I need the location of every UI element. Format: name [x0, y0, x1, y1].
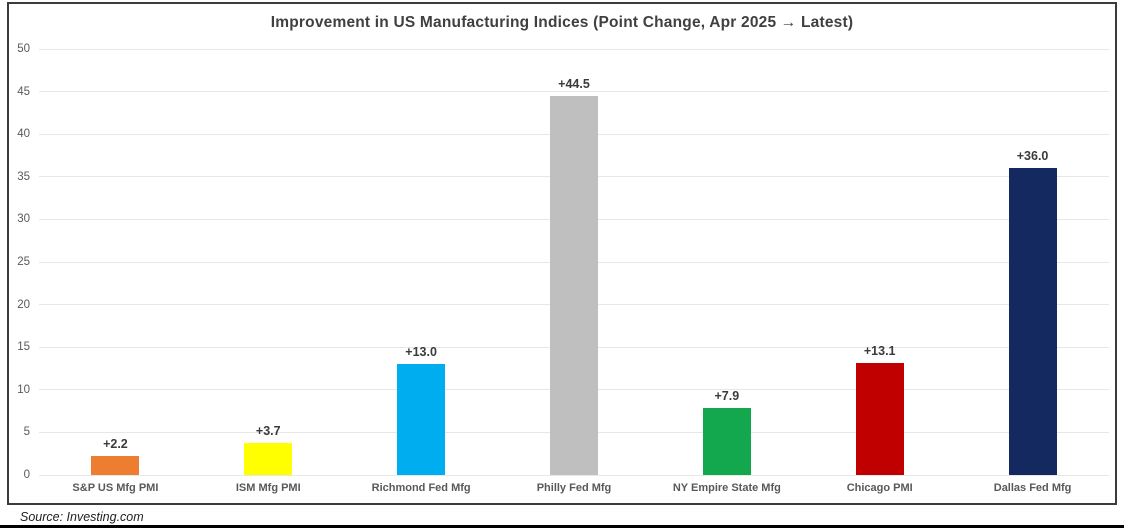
bottom-divider — [0, 525, 1124, 528]
plot-area: 0 5 10 15 20 25 30 35 40 45 50 +2.2 S&P US Mfg PMI +3… — [17, 43, 1109, 494]
y-tick-label: 0 — [23, 469, 30, 481]
bar — [91, 456, 140, 475]
y-tick-label: 40 — [17, 128, 30, 141]
bar — [397, 364, 446, 475]
y-tick-label: 20 — [17, 298, 30, 311]
bar — [549, 95, 598, 475]
y-tick-label: 10 — [17, 383, 30, 396]
bar-group: +44.5 Philly Fed Mfg — [498, 49, 651, 494]
gridline — [39, 48, 1109, 50]
bar-group: +13.1 Chicago PMI — [803, 49, 956, 494]
bar — [702, 407, 751, 475]
chart-title: Improvement in US Manufacturing Indices … — [270, 14, 854, 31]
x-category-label: NY Empire State Mfg — [672, 482, 781, 494]
gridline — [39, 91, 1109, 93]
bar — [1008, 168, 1057, 475]
y-tick-label: 30 — [17, 213, 30, 226]
y-tick-label: 35 — [17, 170, 30, 183]
gridline — [39, 474, 1109, 476]
bar-value-label: +36.0 — [1016, 149, 1049, 164]
y-tick-label: 5 — [23, 426, 30, 439]
x-category-label: Dallas Fed Mfg — [993, 482, 1072, 494]
chart-frame: Improvement in US Manufacturing Indices … — [7, 2, 1117, 505]
bar-value-label: +44.5 — [558, 76, 590, 91]
bar-group: +3.7 ISM Mfg PMI — [192, 49, 345, 494]
bar-value-label: +13.1 — [863, 344, 896, 359]
bar — [244, 443, 293, 475]
y-tick-label: 15 — [17, 341, 30, 354]
bar-value-label: +3.7 — [255, 424, 281, 439]
x-category-label: S&P US Mfg PMI — [72, 482, 159, 494]
y-tick-label: 50 — [17, 43, 30, 55]
bar-value-label: +7.9 — [714, 388, 740, 403]
bar-group: +36.0 Dallas Fed Mfg — [956, 49, 1109, 494]
x-category-label: Philly Fed Mfg — [536, 482, 612, 494]
bar-value-label: +2.2 — [103, 437, 128, 452]
x-category-label: Chicago PMI — [846, 482, 913, 494]
bar-group: +7.9 NY Empire State Mfg — [650, 49, 803, 494]
y-tick-label: 45 — [17, 85, 30, 98]
bar — [855, 363, 904, 475]
x-category-label: ISM Mfg PMI — [235, 482, 301, 494]
bar-group: +2.2 S&P US Mfg PMI — [39, 49, 192, 494]
source-note: Source: Investing.com — [20, 510, 144, 524]
bar-group: +13.0 Richmond Fed Mfg — [345, 49, 498, 494]
bar-value-label: +13.0 — [405, 345, 437, 360]
x-category-label: Richmond Fed Mfg — [371, 482, 471, 494]
y-tick-label: 25 — [17, 256, 30, 268]
